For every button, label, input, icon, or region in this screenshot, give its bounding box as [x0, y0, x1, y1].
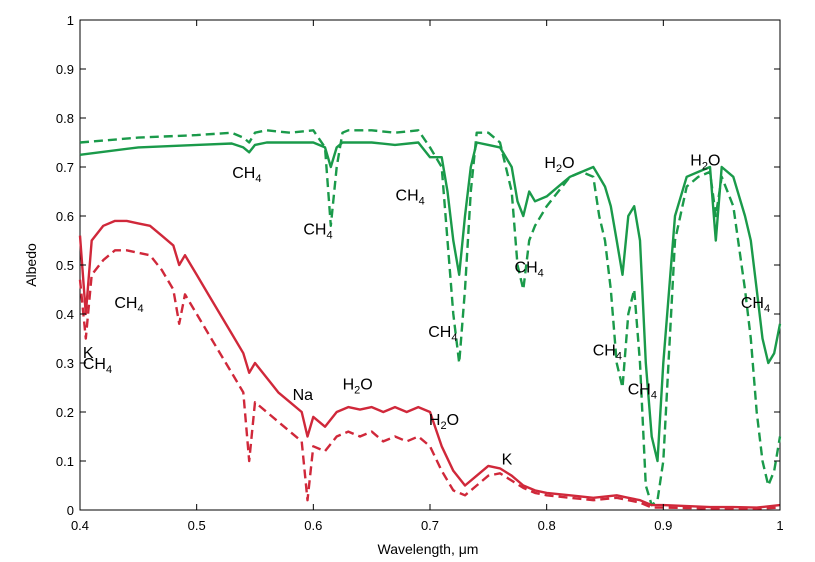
series-line-4: [78, 249, 781, 510]
y-tick-label: 0.1: [56, 454, 74, 469]
annotation-label: CH4: [232, 165, 261, 185]
annotation-label: CH4: [396, 187, 425, 207]
series-line-3: [78, 219, 781, 509]
annotation-label: CH4: [515, 259, 544, 279]
y-tick-label: 0.2: [56, 405, 74, 420]
annotation-label: CH4: [83, 356, 112, 376]
annotation-label: K: [83, 345, 94, 362]
annotation-label: H2O: [429, 412, 459, 432]
y-tick-label: 0.5: [56, 258, 74, 273]
axes-layer: 0.4 0.5 0.6 0.7 0.8 0.9 1 0 0.1 0.2 0.3 0.4 0.5 0.6 0.…: [56, 13, 784, 533]
series-line-1: [79, 141, 782, 463]
x-tick-label: 0.4: [71, 518, 89, 533]
annotation-label: Na: [293, 387, 314, 404]
x-tick-label: 0.7: [421, 518, 439, 533]
series-line-2: [79, 129, 782, 507]
annotation-label: CH4: [303, 222, 332, 242]
y-tick-label: 1: [67, 13, 74, 28]
x-tick-label: 0.9: [654, 518, 672, 533]
annotation-label: H2O: [544, 155, 574, 175]
plot-frame: [79, 19, 781, 511]
annotation-label: H2O: [690, 153, 720, 173]
y-tick-label: 0.4: [56, 307, 74, 322]
annotation-label: K: [502, 451, 513, 468]
y-axis-label: Albedo: [23, 243, 39, 287]
y-tick-label: 0.8: [56, 111, 74, 126]
x-tick-label: 0.5: [188, 518, 206, 533]
x-tick-label: 0.6: [304, 518, 322, 533]
y-tick-label: 0.7: [56, 160, 74, 175]
series-layer: [78, 129, 782, 510]
annotation-label: CH4: [628, 381, 657, 401]
annotation-label: CH4: [593, 343, 622, 363]
x-tick-label: 1: [776, 518, 783, 533]
x-tick-label: 0.8: [538, 518, 556, 533]
annotation-label: H2O: [343, 376, 373, 396]
y-tick-label: 0: [67, 503, 74, 518]
y-tick-label: 0.3: [56, 356, 74, 371]
y-tick-label: 0.9: [56, 62, 74, 77]
annotation-label: CH4: [741, 295, 770, 315]
y-tick-label: 0.6: [56, 209, 74, 224]
plot-area: [79, 19, 781, 511]
annotation-label: CH4: [114, 295, 143, 315]
annotation-label: CH4: [428, 324, 457, 344]
x-axis-label: Wavelength, μm: [378, 541, 479, 557]
